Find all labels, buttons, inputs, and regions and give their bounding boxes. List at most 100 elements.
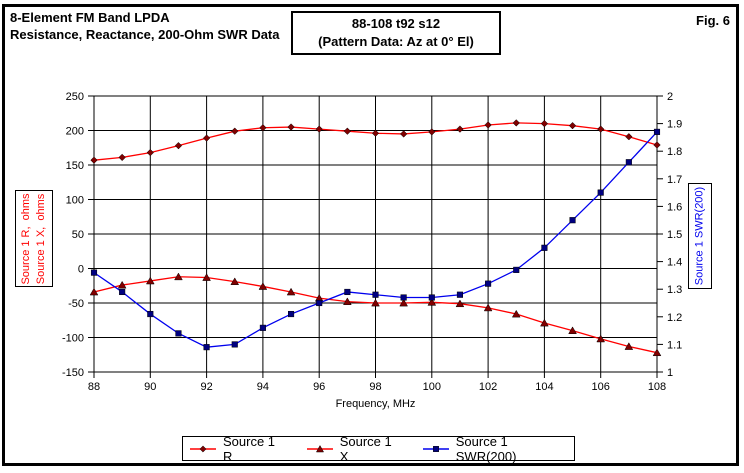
x-tick-label: 106 — [592, 381, 610, 393]
series-marker-diamond — [568, 122, 577, 130]
right-tick-label: 1.5 — [667, 229, 682, 241]
series-marker-triangle — [483, 303, 493, 312]
series-marker-square — [344, 288, 351, 296]
series-marker-diamond — [90, 156, 98, 164]
left-axis-label: Source 1 R, ohms Source 1 X, ohms — [19, 193, 49, 284]
legend-item-source1x: Source 1 X — [306, 434, 401, 464]
legend-label-source1r: Source 1 R — [223, 433, 276, 464]
right-tick-label: 1.2 — [667, 312, 682, 324]
series-marker-square — [203, 344, 210, 351]
series-marker-diamond — [428, 128, 436, 136]
series-marker-diamond — [399, 130, 408, 138]
x-tick-label: 102 — [479, 381, 497, 393]
series-marker-diamond — [540, 119, 549, 128]
series-marker-triangle — [258, 282, 268, 290]
series-marker-square — [569, 217, 576, 224]
figure-title-line2: Resistance, Reactance, 200-Ohm SWR Data — [10, 27, 280, 42]
series-marker-triangle — [202, 273, 211, 281]
series-marker-triangle — [511, 309, 521, 318]
x-tick-label: 96 — [313, 381, 325, 393]
series-marker-square — [231, 341, 238, 348]
left-tick-label: 150 — [66, 160, 84, 172]
series-marker-square — [485, 280, 492, 287]
series-marker-triangle — [343, 297, 352, 305]
left-tick-label: -100 — [62, 333, 84, 345]
series-marker-triangle — [230, 277, 240, 285]
series-marker-triangle — [596, 334, 606, 343]
legend-marker-source1r-diamond-icon — [190, 444, 216, 454]
right-tick-label: 1.7 — [667, 174, 682, 186]
series-marker-diamond — [512, 119, 520, 127]
series-marker-diamond — [231, 127, 239, 135]
left-axis-label-box: Source 1 R, ohms Source 1 X, ohms — [15, 190, 53, 287]
series-marker-triangle — [652, 348, 662, 357]
right-tick-label: 1.3 — [667, 284, 682, 296]
series-marker-triangle — [624, 342, 634, 350]
series-marker-square — [288, 310, 295, 318]
model-info-line2: (Pattern Data: Az at 0° El) — [318, 34, 474, 49]
series-marker-square — [653, 128, 661, 135]
left-tick-label: -150 — [62, 367, 84, 379]
series-marker-diamond — [371, 129, 380, 137]
series-marker-square — [456, 291, 463, 298]
legend-marker-source1swr-square-icon — [422, 444, 449, 454]
legend-glyph-svg — [306, 444, 333, 452]
series-marker-square — [259, 324, 266, 331]
series-marker-square — [513, 266, 520, 273]
legend-marker-source1x-triangle-icon — [306, 444, 333, 454]
series-marker-square — [372, 291, 379, 298]
series-marker-square — [541, 244, 548, 251]
x-tick-label: 92 — [200, 381, 212, 393]
series-marker-triangle — [540, 318, 549, 327]
right-tick-label: 1.9 — [667, 119, 682, 131]
series-marker-diamond — [625, 133, 633, 141]
legend-item-source1r: Source 1 R — [190, 434, 285, 464]
series-marker-triangle — [174, 272, 183, 281]
series-marker-diamond — [174, 142, 183, 150]
figure-title-line1: 8-Element FM Band LPDA — [10, 10, 170, 25]
legend-glyph-svg — [190, 445, 216, 452]
right-tick-label: 1.1 — [667, 339, 682, 351]
series-marker-square — [400, 294, 407, 301]
x-tick-label: 98 — [369, 381, 381, 393]
series-marker-triangle — [145, 276, 155, 285]
x-axis-label: Frequency, MHz — [335, 398, 416, 410]
series-marker-diamond — [202, 134, 211, 142]
right-tick-label: 1.4 — [667, 257, 682, 269]
right-tick-label: 1 — [667, 367, 673, 379]
right-tick-label: 1.6 — [667, 201, 682, 213]
series-marker-triangle — [568, 326, 577, 334]
left-tick-label: -50 — [68, 298, 84, 310]
x-tick-label: 88 — [88, 381, 100, 393]
left-tick-label: 200 — [66, 126, 84, 138]
series-marker-square — [316, 299, 323, 307]
left-axis-label-r: Source 1 R, ohms — [20, 192, 32, 285]
series-marker-triangle — [89, 287, 99, 296]
right-axis-label-box: Source 1 SWR(200) — [688, 183, 712, 289]
left-tick-label: 0 — [78, 264, 84, 276]
series-marker-diamond — [315, 125, 323, 133]
series-marker-diamond — [118, 153, 126, 162]
series-marker-diamond — [287, 123, 295, 131]
left-tick-label: 100 — [66, 195, 84, 207]
series-marker-triangle — [286, 287, 296, 296]
left-tick-label: 50 — [72, 229, 84, 241]
x-tick-label: 90 — [144, 381, 156, 393]
series-marker-triangle — [455, 299, 465, 308]
series-marker-square — [175, 330, 182, 337]
series-marker-triangle — [117, 280, 127, 289]
right-tick-label: 2 — [667, 91, 673, 103]
figure-border — [2, 4, 739, 466]
legend-label-source1swr: Source 1 SWR(200) — [455, 433, 517, 464]
chart-legend: Source 1 R Source 1 X Source 1 SWR(200) — [182, 433, 575, 464]
x-tick-label: 104 — [535, 381, 553, 393]
series-marker-diamond — [653, 141, 661, 149]
legend-item-source1swr: Source 1 SWR(200) — [422, 433, 567, 464]
x-tick-label: 100 — [423, 381, 441, 393]
series-marker-square — [147, 310, 154, 318]
x-tick-label: 94 — [257, 381, 269, 393]
series-marker-square — [428, 294, 435, 301]
legend-glyph-svg — [422, 445, 449, 452]
left-tick-label: 250 — [66, 91, 84, 103]
